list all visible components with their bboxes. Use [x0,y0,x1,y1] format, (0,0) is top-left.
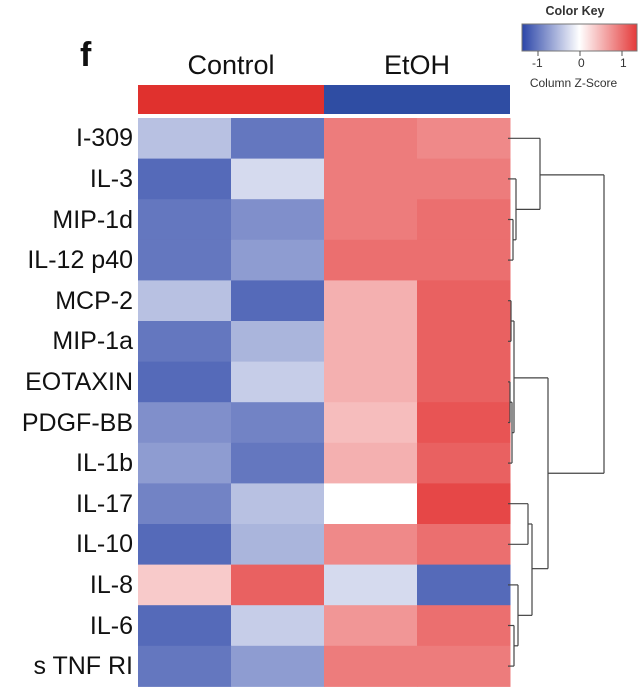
heatmap-cell [324,280,418,322]
row-label: MCP-2 [55,286,133,315]
heatmap-cell [231,361,325,403]
row-label: EOTAXIN [25,367,133,396]
heatmap-cell [417,118,511,160]
heatmap-cell [138,402,232,444]
heatmap-cell [231,199,325,241]
row-label: IL-10 [76,530,133,559]
color-key-tick-pos: 1 [620,56,627,70]
heatmap-cell [324,564,418,606]
row-label: PDGF-BB [21,408,133,437]
heatmap-cell [138,158,232,200]
heatmap-cell [138,361,232,403]
row-label: MIP-1a [52,327,133,356]
heatmap-cell [138,605,232,647]
row-label: IL-8 [89,570,133,599]
heatmap-cell [231,564,325,606]
heatmap-cell [324,239,418,281]
group-color-bar-etoh [324,85,510,114]
row-label: IL-6 [89,611,133,640]
heatmap-cell [417,158,511,200]
row-label: IL-12 p40 [27,246,133,275]
heatmap-cell [417,280,511,322]
panel-letter: f [80,36,92,74]
heatmap-cell [324,199,418,241]
heatmap-cell [324,483,418,525]
group-label-etoh: EtOH [383,50,450,80]
row-label: IL-1b [76,449,133,478]
heatmap-cell [231,645,325,687]
heatmap-cell [138,239,232,281]
heatmap-cell [231,442,325,484]
heatmap-cell [138,199,232,241]
heatmap-cell [417,524,511,566]
heatmap-cell [138,280,232,322]
heatmap-cell [417,199,511,241]
heatmap-cell [324,442,418,484]
heatmap-cell [138,645,232,687]
heatmap-cell [417,645,511,687]
heatmap-cell [138,564,232,606]
heatmap-cell [231,239,325,281]
heatmap-cell [138,524,232,566]
heatmap-cell [417,564,511,606]
heatmap-cell [231,483,325,525]
heatmap-cell [324,158,418,200]
row-label: I-309 [76,124,133,153]
heatmap-cell [324,645,418,687]
heatmap-cell [138,442,232,484]
heatmap-cell [231,605,325,647]
heatmap-cell [417,321,511,363]
heatmap-cell [324,402,418,444]
row-label: IL-17 [76,489,133,518]
color-key-title: Color Key [545,4,605,18]
heatmap-cell [417,402,511,444]
heatmap-cell [324,524,418,566]
heatmap-cell [417,483,511,525]
color-key-tick-zero: 0 [578,56,585,70]
group-label-control: Control [187,50,275,80]
heatmap-cell [231,321,325,363]
heatmap-cell [324,605,418,647]
heatmap-cell [417,361,511,403]
heatmap-cell [417,239,511,281]
heatmap-cell [324,361,418,403]
heatmap-cell [138,483,232,525]
color-key-scale-label: Column Z-Score [529,76,618,90]
row-label: MIP-1d [52,205,133,234]
color-key-gradient [521,23,638,52]
heatmap-cell [324,321,418,363]
color-key-tick-neg: -1 [532,56,543,70]
heatmap-cell [138,321,232,363]
row-label: s TNF RI [33,652,133,681]
heatmap-cell [324,118,418,160]
heatmap-cell [417,442,511,484]
heatmap-cell [417,605,511,647]
row-label: IL-3 [89,164,133,193]
heatmap-cell [231,158,325,200]
group-color-bar-control [138,85,324,114]
heatmap-cell [231,524,325,566]
heatmap-cell [138,118,232,160]
heatmap-cell [231,118,325,160]
heatmap-cell [231,280,325,322]
heatmap-cell [231,402,325,444]
